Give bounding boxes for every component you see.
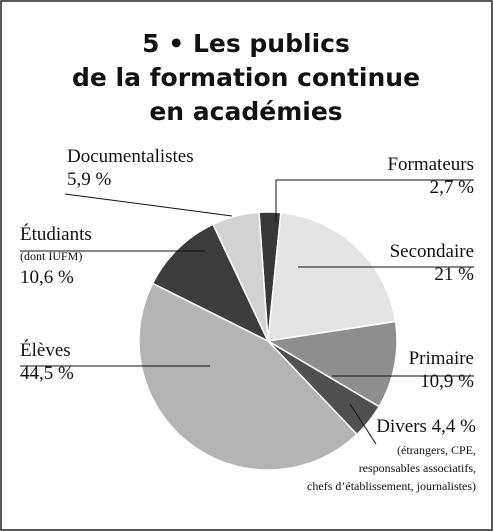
category-label: Formateurs [387, 154, 474, 175]
category-label: Élèves [20, 339, 71, 361]
pie-slice [151, 223, 270, 343]
value-label: 21 % [434, 264, 474, 285]
leader-line [64, 193, 233, 217]
note: responsables associatifs, [359, 461, 476, 475]
pie-slice [138, 282, 359, 471]
value-label: 44,5 % [20, 363, 74, 384]
leader-line [275, 179, 474, 222]
chart-title: 5 • Les publics [142, 29, 350, 58]
category-label: Divers [376, 416, 427, 437]
category-label: Primaire [409, 348, 474, 369]
pie-slice [211, 211, 269, 342]
note: (étrangers, CPE, [397, 443, 476, 457]
leader-line [349, 403, 377, 445]
pie-slice [265, 320, 398, 408]
note: (dont IUFM) [20, 249, 82, 263]
value-label: 2,7 % [430, 177, 475, 198]
category-label: Documentalistes [67, 146, 194, 167]
value-label: 4,4 % [432, 416, 477, 437]
chart-title: de la formation continue [72, 63, 420, 92]
category-label: Secondaire [390, 241, 474, 262]
value-label: 10,6 % [20, 267, 74, 288]
value-label: 5,9 % [67, 169, 112, 190]
pie-slice [267, 211, 397, 342]
note: chefs d’établissement, journalistes) [307, 479, 476, 493]
category-label: Étudiants [20, 223, 92, 245]
chart-title: en académies [149, 97, 342, 126]
value-label: 10,9 % [420, 371, 474, 392]
slice-label: Divers 4,4 % [376, 416, 476, 437]
